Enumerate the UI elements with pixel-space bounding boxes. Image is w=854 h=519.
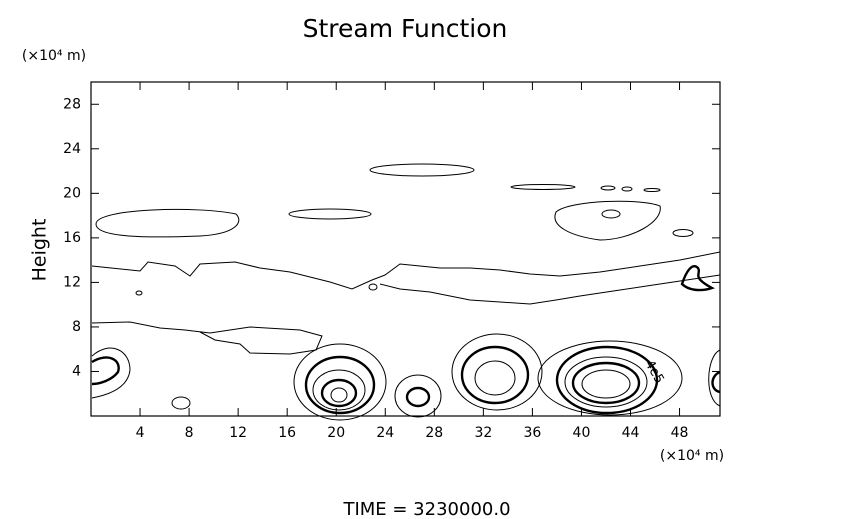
contour-line [304,355,376,415]
y-tick-label: 28 [63,96,81,112]
contour-line [405,386,431,408]
x-tick-label: 32 [474,425,492,441]
y-tick-label: 16 [63,230,81,246]
contour-line [680,265,715,292]
contour-label: 4e5 [641,358,666,387]
y-tick-label: 4 [72,363,81,379]
x-tick-label: 12 [229,425,247,441]
contour-line [460,345,530,405]
plot-frame [90,81,721,417]
contour-line [368,283,378,291]
contour-line [91,347,131,399]
y-tick-label: 12 [63,274,81,290]
y-tick-label: 20 [63,185,81,201]
contour-line [330,387,348,403]
x-unit-label: (×10⁴ m) [660,448,724,464]
contour-line [672,229,694,237]
x-tick-label: 36 [523,425,541,441]
contour-line [600,185,616,191]
x-tick-label: 4 [136,425,145,441]
contour-line [135,290,143,296]
y-tick-label: 8 [72,319,81,335]
contour-line [312,369,366,411]
contour-line [91,356,120,386]
x-tick-label: 8 [185,425,194,441]
contour-line [708,349,721,407]
contour-line [288,208,372,220]
contour-line [171,396,191,410]
x-tick-label: 40 [573,425,591,441]
contour-line [394,374,442,418]
contour-line [537,340,683,416]
contour-line [379,274,721,305]
x-tick-label: 48 [671,425,689,441]
contour-line [91,251,721,290]
footer-label: TIME = 3230000.0 [342,499,510,519]
contour-line [621,186,633,192]
contours [91,163,721,421]
contour-line [320,378,358,408]
contour-line [555,345,659,415]
contour-line [510,184,576,190]
contour-line [95,208,240,238]
contour-line [369,163,475,177]
x-tick-label: 28 [425,425,443,441]
contour-line [643,188,661,192]
y-unit-label: (×10⁴ m) [22,48,86,64]
contour-line [601,209,621,219]
contour-line [91,321,323,355]
contour-line [293,343,387,421]
x-tick-label: 20 [327,425,345,441]
x-tick-label: 44 [622,425,640,441]
contour-line [571,361,641,405]
contour-line [474,360,516,396]
y-tick-label: 24 [63,141,81,157]
x-tick-label: 16 [278,425,296,441]
contour-line [711,370,721,394]
x-tick-label: 24 [376,425,394,441]
contour-line [564,356,648,408]
contour-line [554,200,661,241]
y-axis-label: Height [29,219,51,282]
contour-line [451,333,543,411]
chart-title: Stream Function [303,14,508,43]
contour-line [581,369,631,399]
